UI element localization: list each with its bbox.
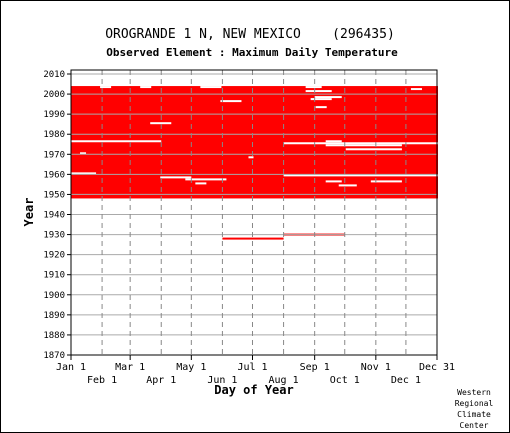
x-tick-label: Jan 1 (56, 362, 86, 373)
y-tick-label: 1960 (43, 170, 65, 180)
y-tick-label: 2010 (43, 70, 65, 80)
y-tick-label: 1940 (43, 211, 65, 221)
missing-data-gap (71, 172, 97, 175)
missing-data-gap (305, 90, 332, 93)
plot-area (70, 69, 438, 356)
record-block (71, 86, 439, 199)
x-axis-label: Day of Year (214, 383, 293, 397)
x-tick-label: Mar 1 (115, 362, 145, 373)
missing-data-gap (140, 86, 152, 89)
x-tick-label: Aug 1 (269, 375, 299, 386)
x-tick-label: Sep 1 (300, 362, 330, 373)
chart-subtitle: Observed Element : Maximum Daily Tempera… (106, 46, 398, 59)
grid-layer (71, 70, 437, 355)
missing-data-gap (80, 152, 87, 155)
missing-data-gap (305, 86, 322, 89)
credit-block: Western Regional Climate Center (444, 387, 504, 431)
x-tick-label: Jun 1 (207, 375, 237, 386)
missing-data-gap (71, 140, 162, 143)
missing-data-gap (200, 86, 222, 89)
missing-data-gap (195, 182, 207, 185)
y-tick-label: 1900 (43, 291, 65, 301)
y-tick-label: 1890 (43, 311, 65, 321)
record-segment (222, 237, 284, 240)
credit-line: Center (459, 421, 489, 430)
missing-data-gap (338, 184, 357, 187)
y-tick-label: 1870 (43, 351, 65, 361)
y-tick-label: 1950 (43, 190, 65, 200)
credit-line: Climate (457, 410, 491, 419)
y-tick-label: 1970 (43, 150, 65, 160)
x-tick-label: Jul 1 (237, 362, 267, 373)
missing-data-gap (283, 142, 439, 145)
x-tick-label: Dec 1 (391, 375, 421, 386)
credit-line: Regional (454, 399, 494, 408)
y-tick-label: 1910 (43, 271, 65, 281)
missing-data-gap (325, 140, 342, 143)
missing-data-gap (248, 156, 254, 159)
credit-line: Western (457, 388, 491, 397)
missing-data-gap (370, 180, 402, 183)
x-tick-label: Oct 1 (330, 375, 360, 386)
missing-data-gap (310, 98, 332, 101)
missing-data-gap (410, 88, 422, 91)
x-tick-label: May 1 (176, 362, 206, 373)
missing-data-gap (283, 174, 439, 177)
missing-data-gap (185, 178, 227, 181)
y-axis-ticks: 1870 1880 1890 1900 1910 1920 1930 1940 1950 1960… (43, 70, 71, 361)
missing-data-gap (315, 106, 327, 109)
x-tick-label: Dec 31 (419, 362, 455, 373)
missing-data-gap (150, 122, 172, 125)
missing-data-gap (314, 96, 342, 99)
missing-data-gap (345, 148, 402, 151)
missing-data-gap (325, 144, 402, 147)
missing-data-gap (220, 100, 242, 103)
x-tick-label: Nov 1 (361, 362, 391, 373)
y-tick-label: 1980 (43, 130, 65, 140)
y-tick-label: 1920 (43, 251, 65, 261)
y-axis-label: Year (22, 198, 36, 227)
missing-data-gap (325, 180, 342, 183)
chart-title: OROGRANDE 1 N, NEW MEXICO (296435) (105, 27, 395, 42)
x-tick-label: Apr 1 (146, 375, 176, 386)
y-tick-label: 1880 (43, 331, 65, 341)
x-axis-ticks: Jan 1 Mar 1 May 1 Jul 1 Sep 1 Nov 1 Dec 31 Feb … (56, 355, 455, 386)
x-tick-label: Feb 1 (87, 375, 117, 386)
data-layer (71, 86, 439, 240)
missing-data-gap (160, 176, 192, 179)
y-tick-label: 1990 (43, 110, 65, 120)
y-tick-label: 1930 (43, 231, 65, 241)
y-tick-label: 2000 (43, 90, 65, 100)
missing-data-gap (100, 86, 112, 89)
